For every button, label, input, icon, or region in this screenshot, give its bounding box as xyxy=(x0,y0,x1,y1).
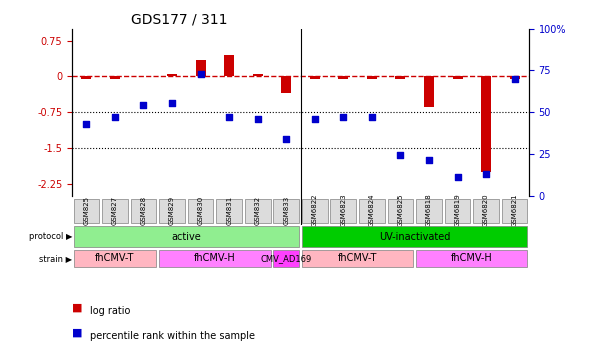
FancyBboxPatch shape xyxy=(302,199,328,223)
FancyBboxPatch shape xyxy=(416,250,528,267)
Point xyxy=(338,114,348,120)
Point xyxy=(196,71,206,77)
FancyBboxPatch shape xyxy=(130,199,156,223)
Point xyxy=(110,114,120,120)
FancyBboxPatch shape xyxy=(359,199,385,223)
Bar xyxy=(167,74,177,76)
Text: ■: ■ xyxy=(72,328,82,338)
FancyBboxPatch shape xyxy=(273,250,299,267)
Text: GSM6823: GSM6823 xyxy=(340,193,346,227)
Text: GSM6818: GSM6818 xyxy=(426,193,432,227)
Point xyxy=(224,114,234,120)
Point xyxy=(310,117,320,122)
Bar xyxy=(395,76,406,79)
Text: GSM831: GSM831 xyxy=(226,196,232,225)
Text: strain ▶: strain ▶ xyxy=(39,254,72,263)
Point xyxy=(481,172,491,177)
Bar xyxy=(481,76,491,172)
FancyBboxPatch shape xyxy=(416,199,442,223)
Point xyxy=(281,136,291,141)
Text: fhCMV-H: fhCMV-H xyxy=(194,253,236,263)
Text: GSM6819: GSM6819 xyxy=(454,193,460,227)
FancyBboxPatch shape xyxy=(245,199,270,223)
Bar xyxy=(224,55,234,76)
Text: percentile rank within the sample: percentile rank within the sample xyxy=(90,331,255,341)
Bar xyxy=(81,76,91,79)
FancyBboxPatch shape xyxy=(302,226,528,247)
Text: GSM832: GSM832 xyxy=(255,196,261,225)
FancyBboxPatch shape xyxy=(273,199,299,223)
Bar xyxy=(338,76,349,79)
Text: GSM833: GSM833 xyxy=(283,196,289,225)
Point xyxy=(510,76,519,82)
Text: CMV_AD169: CMV_AD169 xyxy=(261,254,312,263)
Text: ■: ■ xyxy=(72,303,82,313)
Point xyxy=(453,174,462,180)
Text: GSM6825: GSM6825 xyxy=(397,193,403,227)
FancyBboxPatch shape xyxy=(331,199,356,223)
Point xyxy=(395,152,405,158)
Text: GDS177 / 311: GDS177 / 311 xyxy=(132,12,228,26)
Point xyxy=(424,157,434,163)
FancyBboxPatch shape xyxy=(159,199,185,223)
Text: UV-inactivated: UV-inactivated xyxy=(379,232,450,242)
Text: GSM825: GSM825 xyxy=(84,196,90,225)
Point xyxy=(139,102,148,108)
Text: fhCMV-T: fhCMV-T xyxy=(338,253,377,263)
Bar xyxy=(310,76,320,79)
Bar xyxy=(195,60,206,76)
FancyBboxPatch shape xyxy=(445,199,471,223)
Text: GSM829: GSM829 xyxy=(169,196,175,225)
Bar xyxy=(110,76,120,79)
FancyBboxPatch shape xyxy=(188,199,213,223)
Bar xyxy=(367,76,377,79)
Bar xyxy=(424,76,434,107)
Bar xyxy=(252,74,263,76)
FancyBboxPatch shape xyxy=(73,199,99,223)
Text: fhCMV-T: fhCMV-T xyxy=(95,253,135,263)
FancyBboxPatch shape xyxy=(502,199,528,223)
Text: GSM6820: GSM6820 xyxy=(483,193,489,227)
Point xyxy=(367,114,377,120)
Bar xyxy=(453,76,463,79)
Point xyxy=(167,100,177,106)
Text: fhCMV-H: fhCMV-H xyxy=(451,253,493,263)
Point xyxy=(82,121,91,127)
FancyBboxPatch shape xyxy=(473,199,499,223)
Bar xyxy=(510,76,520,79)
FancyBboxPatch shape xyxy=(102,199,128,223)
Text: GSM827: GSM827 xyxy=(112,196,118,225)
Text: GSM830: GSM830 xyxy=(198,196,204,225)
Text: active: active xyxy=(171,232,201,242)
FancyBboxPatch shape xyxy=(388,199,413,223)
FancyBboxPatch shape xyxy=(73,250,156,267)
Text: GSM6822: GSM6822 xyxy=(312,193,318,227)
Text: GSM828: GSM828 xyxy=(141,196,147,225)
Text: GSM6824: GSM6824 xyxy=(369,193,375,227)
Text: GSM6821: GSM6821 xyxy=(511,193,517,227)
Text: log ratio: log ratio xyxy=(90,306,130,316)
FancyBboxPatch shape xyxy=(302,250,413,267)
Text: protocol ▶: protocol ▶ xyxy=(29,232,72,241)
FancyBboxPatch shape xyxy=(73,226,299,247)
FancyBboxPatch shape xyxy=(216,199,242,223)
Bar xyxy=(281,76,291,93)
FancyBboxPatch shape xyxy=(159,250,270,267)
Point xyxy=(253,117,263,122)
